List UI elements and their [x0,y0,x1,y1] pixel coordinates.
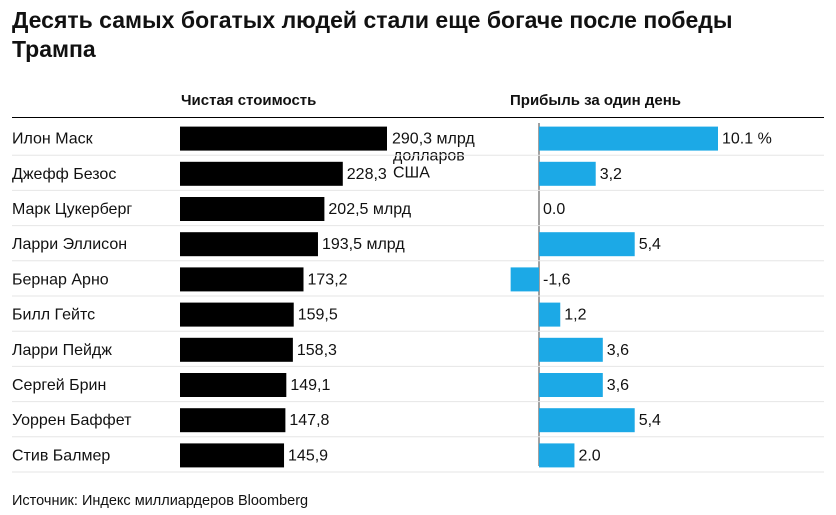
person-name-label: Стив Балмер [12,447,110,464]
net-worth-value-label: 149,1 [290,377,330,394]
daily-gain-value-label: 0.0 [543,201,565,218]
daily-gain-value-label: 5,4 [639,412,661,429]
net-worth-bar [180,126,387,151]
net-worth-bar [180,408,286,433]
daily-gain-bar [539,161,596,186]
net-worth-value-label: 290,3 млрд долларов США [392,131,475,182]
chart-title: Десять самых богатых людей стали еще бог… [12,7,733,62]
daily-gain-value-label: 1,2 [564,307,586,324]
net-worth-value-label: 145,9 [288,447,328,464]
net-worth-bar [180,337,293,362]
daily-gain-bar [539,232,635,257]
daily-gain-value-label: 3,6 [607,377,629,394]
daily-gain-value-label: 2.0 [578,447,600,464]
person-name-label: Ларри Эллисон [12,236,127,253]
daily-gain-bar [539,302,561,327]
daily-gain-header: Прибыль за один день [510,92,682,109]
daily-gain-bar [539,443,575,468]
daily-gain-bar [539,337,603,362]
daily-gain-value-label: -1,6 [543,271,571,288]
person-name-label: Бернар Арно [12,271,109,288]
person-name-label: Илон Маск [12,131,94,148]
daily-gain-bar [539,126,718,151]
net-worth-bar [180,232,318,257]
net-worth-value-label: 147,8 [289,412,329,429]
net-worth-value-label: 173,2 [308,271,348,288]
net-worth-header: Чистая стоимость [181,92,317,109]
net-worth-value-label: 158,3 [297,342,337,359]
net-worth-bar [180,267,304,292]
net-worth-bar [180,161,343,186]
net-worth-value-label: 193,5 млрд [322,236,405,253]
person-name-label: Сергей Брин [12,377,106,394]
source-note: Источник: Индекс миллиардеров Bloomberg [12,493,309,509]
net-worth-bar [180,373,287,397]
person-name-label: Ларри Пейдж [12,342,112,359]
person-name-label: Марк Цукерберг [12,201,132,218]
daily-gain-value-label: 10.1 % [722,131,772,148]
daily-gain-value-label: 5,4 [639,236,661,253]
daily-gain-bar [510,267,539,292]
net-worth-value-label: 159,5 [298,307,338,324]
person-name-label: Уоррен Баффет [12,412,132,429]
daily-gain-value-label: 3,2 [600,166,622,183]
daily-gain-value-label: 3,6 [607,342,629,359]
header-rule [12,117,824,118]
person-name-label: Билл Гейтс [12,307,95,324]
daily-gain-bar [539,373,603,397]
net-worth-bar [180,302,294,327]
net-worth-bar [180,197,325,221]
daily-gain-bar [539,408,635,433]
person-name-label: Джефф Безос [12,166,116,183]
net-worth-value-label: 202,5 млрд [328,201,411,218]
net-worth-value-label: 228,3 [347,166,387,183]
net-worth-bar [180,443,285,468]
